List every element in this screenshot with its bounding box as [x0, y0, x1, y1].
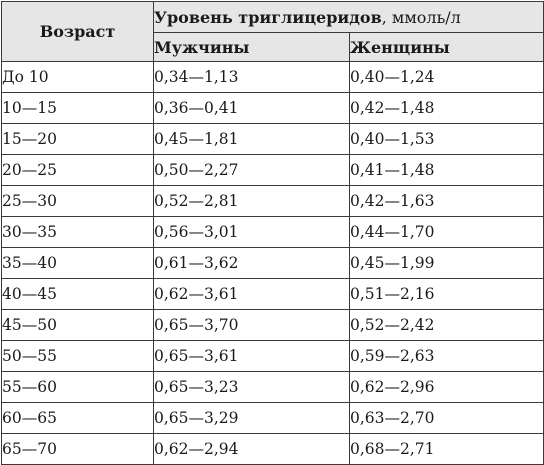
group-header-unit: , ммоль/л [381, 7, 461, 27]
men-value-cell: 0,62—2,94 [153, 433, 350, 465]
table-body: До 10 0,34—1,13 0,40—1,24 10—15 0,36—0,41 0,… [1, 61, 544, 465]
women-value-cell: 0,52—2,42 [349, 309, 544, 341]
men-value-cell: 0,56—3,01 [153, 216, 350, 248]
table-row: 40—45 0,62—3,61 0,51—2,16 [1, 278, 544, 310]
table-row: 60—65 0,65—3,29 0,63—2,70 [1, 402, 544, 434]
header-row-top: Возраст Уровень триглицеридов, ммоль/л [1, 1, 544, 62]
age-column-header: Возраст [1, 1, 154, 62]
men-value-cell: 0,65—3,23 [153, 371, 350, 403]
men-value-cell: 0,61—3,62 [153, 247, 350, 279]
men-value-cell: 0,50—2,27 [153, 154, 350, 186]
table-row: До 10 0,34—1,13 0,40—1,24 [1, 61, 544, 93]
men-value-cell: 0,65—3,70 [153, 309, 350, 341]
triglyceride-group-header: Уровень триглицеридов, ммоль/л [153, 1, 544, 33]
table-header: Возраст Уровень триглицеридов, ммоль/л М… [1, 1, 544, 62]
women-value-cell: 0,42—1,48 [349, 92, 544, 124]
table-row: 65—70 0,62—2,94 0,68—2,71 [1, 433, 544, 465]
women-value-cell: 0,45—1,99 [349, 247, 544, 279]
men-value-cell: 0,65—3,29 [153, 402, 350, 434]
age-cell: 35—40 [1, 247, 154, 279]
age-cell: 50—55 [1, 340, 154, 372]
table-row: 10—15 0,36—0,41 0,42—1,48 [1, 92, 544, 124]
age-cell: 45—50 [1, 309, 154, 341]
header-row-sub: Мужчины Женщины [2, 32, 544, 62]
age-cell: 25—30 [1, 185, 154, 217]
table-row: 35—40 0,61—3,62 0,45—1,99 [1, 247, 544, 279]
age-cell: 60—65 [1, 402, 154, 434]
men-value-cell: 0,52—2,81 [153, 185, 350, 217]
women-value-cell: 0,41—1,48 [349, 154, 544, 186]
group-header-title: Уровень триглицеридов [154, 7, 382, 27]
age-cell: 10—15 [1, 92, 154, 124]
women-value-cell: 0,44—1,70 [349, 216, 544, 248]
age-cell: 20—25 [1, 154, 154, 186]
table-row: 25—30 0,52—2,81 0,42—1,63 [1, 185, 544, 217]
table-row: 50—55 0,65—3,61 0,59—2,63 [1, 340, 544, 372]
women-value-cell: 0,42—1,63 [349, 185, 544, 217]
age-cell: 15—20 [1, 123, 154, 155]
age-cell: 30—35 [1, 216, 154, 248]
women-value-cell: 0,40—1,24 [349, 61, 544, 93]
men-value-cell: 0,62—3,61 [153, 278, 350, 310]
men-value-cell: 0,36—0,41 [153, 92, 350, 124]
women-value-cell: 0,40—1,53 [349, 123, 544, 155]
men-value-cell: 0,34—1,13 [153, 61, 350, 93]
table-row: 30—35 0,56—3,01 0,44—1,70 [1, 216, 544, 248]
men-value-cell: 0,65—3,61 [153, 340, 350, 372]
men-value-cell: 0,45—1,81 [153, 123, 350, 155]
age-cell: До 10 [1, 61, 154, 93]
women-value-cell: 0,63—2,70 [349, 402, 544, 434]
women-value-cell: 0,51—2,16 [349, 278, 544, 310]
table-row: 15—20 0,45—1,81 0,40—1,53 [1, 123, 544, 155]
women-value-cell: 0,59—2,63 [349, 340, 544, 372]
age-cell: 40—45 [1, 278, 154, 310]
table-row: 20—25 0,50—2,27 0,41—1,48 [1, 154, 544, 186]
men-column-header: Мужчины [153, 32, 350, 62]
table-row: 55—60 0,65—3,23 0,62—2,96 [1, 371, 544, 403]
age-cell: 65—70 [1, 433, 154, 465]
age-cell: 55—60 [1, 371, 154, 403]
table-row: 45—50 0,65—3,70 0,52—2,42 [1, 309, 544, 341]
women-value-cell: 0,62—2,96 [349, 371, 544, 403]
women-column-header: Женщины [349, 32, 544, 62]
women-value-cell: 0,68—2,71 [349, 433, 544, 465]
